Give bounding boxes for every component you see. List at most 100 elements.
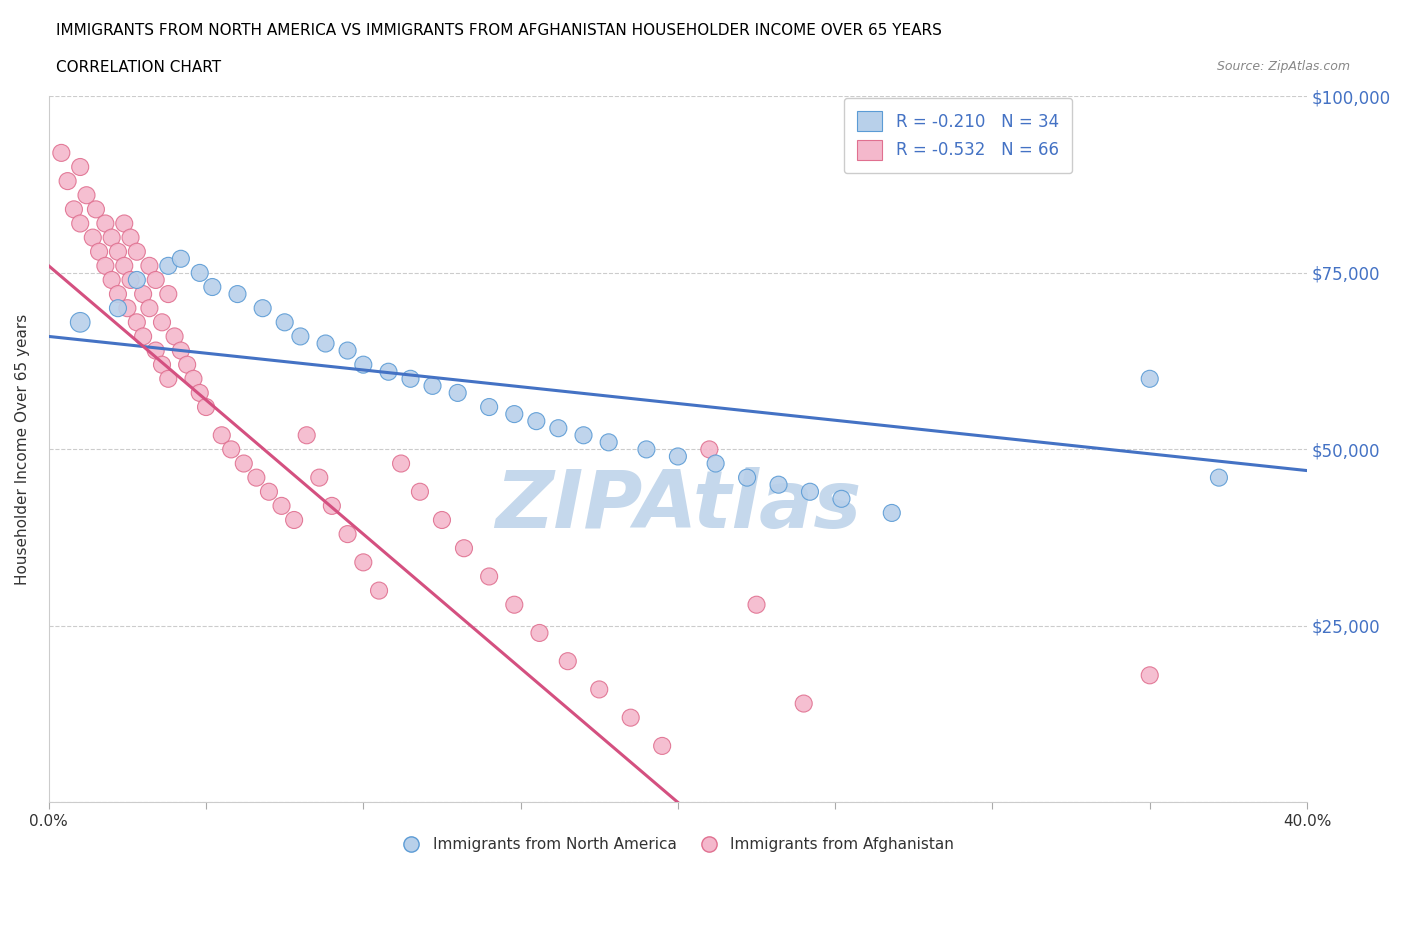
- Point: [620, 711, 643, 725]
- Point: [107, 245, 129, 259]
- Point: [112, 259, 135, 273]
- Point: [557, 654, 579, 669]
- Point: [138, 300, 160, 315]
- Point: [336, 526, 359, 541]
- Point: [100, 272, 122, 287]
- Point: [389, 456, 412, 471]
- Point: [651, 738, 673, 753]
- Point: [830, 491, 852, 506]
- Point: [145, 272, 167, 287]
- Point: [107, 300, 129, 315]
- Point: [257, 485, 280, 499]
- Point: [120, 272, 142, 287]
- Point: [768, 477, 790, 492]
- Point: [352, 555, 374, 570]
- Point: [636, 442, 658, 457]
- Point: [188, 385, 211, 400]
- Point: [321, 498, 343, 513]
- Point: [211, 428, 233, 443]
- Point: [63, 202, 86, 217]
- Point: [793, 697, 815, 711]
- Point: [598, 435, 620, 450]
- Point: [226, 286, 249, 301]
- Point: [290, 329, 312, 344]
- Legend: Immigrants from North America, Immigrants from Afghanistan: Immigrants from North America, Immigrant…: [396, 831, 960, 858]
- Point: [572, 428, 595, 443]
- Point: [478, 400, 501, 415]
- Point: [132, 329, 155, 344]
- Text: ZIPAtlas: ZIPAtlas: [495, 467, 860, 545]
- Point: [170, 343, 193, 358]
- Point: [547, 420, 569, 435]
- Point: [430, 512, 453, 527]
- Point: [69, 216, 91, 231]
- Point: [699, 442, 721, 457]
- Point: [163, 329, 186, 344]
- Point: [94, 216, 117, 231]
- Point: [183, 371, 205, 386]
- Point: [82, 230, 104, 245]
- Point: [478, 569, 501, 584]
- Text: CORRELATION CHART: CORRELATION CHART: [56, 60, 221, 75]
- Point: [270, 498, 292, 513]
- Point: [87, 245, 110, 259]
- Point: [368, 583, 391, 598]
- Point: [735, 471, 758, 485]
- Point: [195, 400, 218, 415]
- Point: [283, 512, 305, 527]
- Point: [69, 160, 91, 175]
- Point: [529, 626, 551, 641]
- Point: [422, 379, 444, 393]
- Point: [56, 174, 79, 189]
- Point: [219, 442, 242, 457]
- Point: [503, 406, 526, 421]
- Point: [94, 259, 117, 273]
- Point: [201, 280, 224, 295]
- Point: [107, 286, 129, 301]
- Point: [51, 145, 73, 160]
- Point: [308, 471, 330, 485]
- Point: [157, 286, 180, 301]
- Point: [503, 597, 526, 612]
- Point: [112, 216, 135, 231]
- Point: [245, 471, 267, 485]
- Point: [377, 365, 399, 379]
- Point: [399, 371, 422, 386]
- Point: [252, 300, 274, 315]
- Point: [588, 682, 610, 697]
- Point: [125, 315, 148, 330]
- Point: [150, 357, 173, 372]
- Point: [524, 414, 547, 429]
- Point: [170, 251, 193, 266]
- Point: [157, 371, 180, 386]
- Point: [84, 202, 107, 217]
- Point: [745, 597, 768, 612]
- Text: Source: ZipAtlas.com: Source: ZipAtlas.com: [1216, 60, 1350, 73]
- Point: [1208, 471, 1230, 485]
- Point: [799, 485, 821, 499]
- Point: [409, 485, 432, 499]
- Point: [880, 506, 903, 521]
- Point: [145, 343, 167, 358]
- Point: [1139, 668, 1161, 683]
- Point: [336, 343, 359, 358]
- Point: [157, 259, 180, 273]
- Point: [232, 456, 254, 471]
- Text: IMMIGRANTS FROM NORTH AMERICA VS IMMIGRANTS FROM AFGHANISTAN HOUSEHOLDER INCOME : IMMIGRANTS FROM NORTH AMERICA VS IMMIGRA…: [56, 23, 942, 38]
- Point: [138, 259, 160, 273]
- Point: [120, 230, 142, 245]
- Point: [1139, 371, 1161, 386]
- Point: [453, 540, 475, 555]
- Point: [125, 272, 148, 287]
- Point: [447, 385, 470, 400]
- Point: [125, 245, 148, 259]
- Point: [295, 428, 318, 443]
- Point: [315, 336, 337, 351]
- Point: [100, 230, 122, 245]
- Point: [666, 449, 689, 464]
- Point: [273, 315, 295, 330]
- Point: [69, 315, 91, 330]
- Point: [117, 300, 139, 315]
- Point: [150, 315, 173, 330]
- Y-axis label: Householder Income Over 65 years: Householder Income Over 65 years: [15, 313, 30, 585]
